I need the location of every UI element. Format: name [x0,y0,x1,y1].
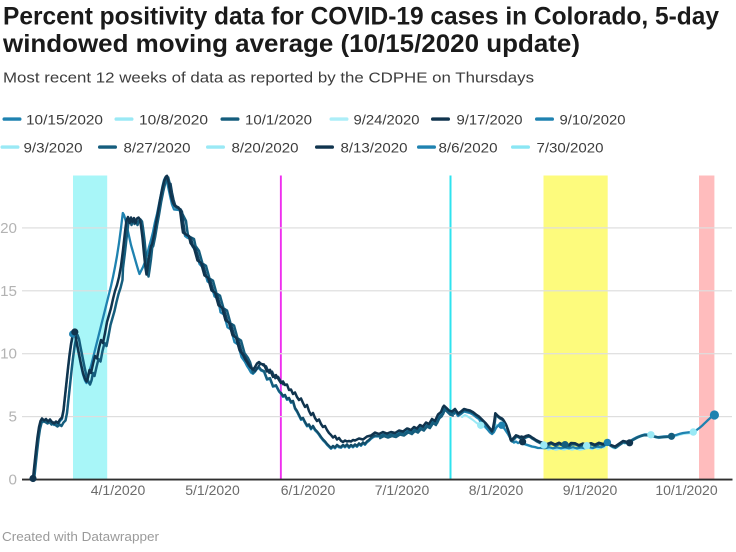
svg-text:9/10/2020: 9/10/2020 [560,112,626,128]
svg-text:10/1/2020: 10/1/2020 [245,112,312,128]
svg-text:7/30/2020: 7/30/2020 [537,140,604,156]
svg-text:8/27/2020: 8/27/2020 [124,140,191,156]
svg-text:4/1/2020: 4/1/2020 [91,482,146,498]
svg-text:9/1/2020: 9/1/2020 [563,482,618,498]
svg-text:10/8/2020: 10/8/2020 [139,112,208,128]
svg-text:5: 5 [9,409,17,426]
svg-text:10/1/2020: 10/1/2020 [655,482,717,498]
svg-text:8/20/2020: 8/20/2020 [232,140,299,156]
svg-text:9/24/2020: 9/24/2020 [354,112,420,128]
svg-text:8/6/2020: 8/6/2020 [439,140,498,156]
svg-text:9/17/2020: 9/17/2020 [457,112,523,128]
svg-text:5/1/2020: 5/1/2020 [185,482,240,498]
svg-text:10/15/2020: 10/15/2020 [26,112,103,128]
svg-text:8/1/2020: 8/1/2020 [469,482,524,498]
svg-text:7/1/2020: 7/1/2020 [375,482,430,498]
svg-text:20: 20 [0,220,17,237]
svg-text:6/1/2020: 6/1/2020 [281,482,336,498]
svg-text:8/13/2020: 8/13/2020 [341,140,408,156]
svg-text:Most recent 12 weeks of data a: Most recent 12 weeks of data as reported… [3,70,534,87]
svg-text:Percent positivity data for CO: Percent positivity data for COVID-19 cas… [3,3,719,31]
svg-text:9/3/2020: 9/3/2020 [24,140,83,156]
svg-text:windowed moving average (10/15: windowed moving average (10/15/2020 upda… [2,30,580,58]
svg-text:0: 0 [9,472,17,489]
svg-text:15: 15 [0,283,17,300]
svg-text:Created with Datawrapper: Created with Datawrapper [2,529,160,544]
svg-text:10: 10 [0,346,17,363]
